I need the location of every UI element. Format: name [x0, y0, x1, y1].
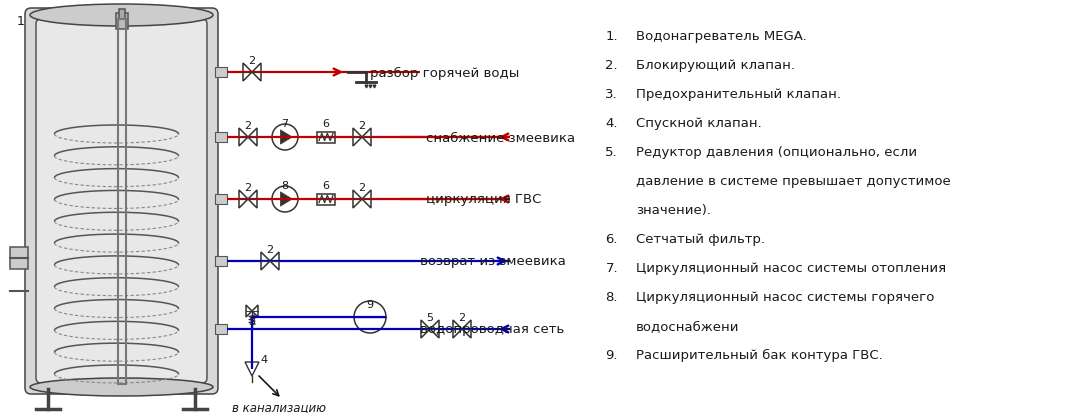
- Polygon shape: [246, 305, 252, 317]
- Text: 8: 8: [282, 180, 288, 190]
- Text: Циркуляционный насос системы отопления: Циркуляционный насос системы отопления: [636, 261, 947, 274]
- Text: возврат из змеевика: возврат из змеевика: [420, 255, 566, 268]
- Polygon shape: [353, 190, 362, 209]
- Polygon shape: [353, 129, 362, 147]
- Polygon shape: [243, 64, 252, 82]
- Polygon shape: [239, 129, 248, 147]
- Circle shape: [354, 301, 386, 333]
- Text: 2: 2: [245, 183, 251, 192]
- Bar: [119, 10, 124, 20]
- Bar: [215, 256, 227, 266]
- Text: 4: 4: [260, 354, 268, 364]
- Polygon shape: [281, 192, 293, 206]
- Ellipse shape: [30, 5, 213, 27]
- Circle shape: [272, 125, 298, 151]
- Text: 2: 2: [245, 121, 251, 131]
- Text: Редуктор давления (опционально, если: Редуктор давления (опционально, если: [636, 146, 917, 159]
- Polygon shape: [281, 131, 293, 145]
- Text: водопроводная сеть: водопроводная сеть: [420, 323, 565, 336]
- Bar: [10, 247, 28, 269]
- Polygon shape: [362, 190, 371, 209]
- Text: 1.: 1.: [605, 30, 618, 43]
- Bar: [215, 68, 227, 78]
- Bar: [115, 14, 127, 30]
- Bar: [215, 195, 227, 204]
- Text: 6: 6: [322, 119, 330, 129]
- Text: 7.: 7.: [605, 261, 618, 274]
- Polygon shape: [261, 252, 270, 271]
- Text: 2: 2: [358, 183, 366, 192]
- Text: 8.: 8.: [606, 290, 618, 303]
- Text: Блокирующий клапан.: Блокирующий клапан.: [636, 59, 795, 72]
- Text: 2.: 2.: [605, 59, 618, 72]
- Text: 9.: 9.: [606, 348, 618, 361]
- Polygon shape: [362, 129, 371, 147]
- Circle shape: [272, 187, 298, 212]
- Text: значение).: значение).: [636, 204, 710, 216]
- Polygon shape: [239, 190, 248, 209]
- Text: 6.: 6.: [606, 233, 618, 245]
- Polygon shape: [252, 64, 261, 82]
- Text: 2: 2: [248, 56, 256, 66]
- Text: Циркуляционный насос системы горячего: Циркуляционный насос системы горячего: [636, 290, 935, 303]
- Text: 6: 6: [322, 180, 330, 190]
- Text: 2: 2: [458, 312, 466, 322]
- Text: Водонагреватель MEGA.: Водонагреватель MEGA.: [636, 30, 806, 43]
- Text: 4.: 4.: [606, 117, 618, 130]
- Polygon shape: [248, 129, 257, 147]
- Text: разбор горячей воды: разбор горячей воды: [370, 66, 519, 79]
- Text: Спускной клапан.: Спускной клапан.: [636, 117, 762, 130]
- Text: Сетчатый фильтр.: Сетчатый фильтр.: [636, 233, 765, 245]
- Text: 5.: 5.: [605, 146, 618, 159]
- Text: 2: 2: [267, 244, 273, 254]
- Bar: [215, 324, 227, 334]
- Polygon shape: [252, 305, 258, 317]
- Bar: [215, 133, 227, 142]
- Polygon shape: [453, 320, 462, 338]
- Polygon shape: [462, 320, 471, 338]
- Polygon shape: [245, 362, 259, 376]
- Text: 1: 1: [17, 15, 25, 28]
- Text: 3.: 3.: [605, 88, 618, 101]
- Text: снабжение змеевика: снабжение змеевика: [426, 131, 576, 144]
- Text: Предохранительный клапан.: Предохранительный клапан.: [636, 88, 841, 101]
- Text: 2: 2: [358, 121, 366, 131]
- FancyBboxPatch shape: [36, 20, 207, 383]
- Text: давление в системе превышает допустимое: давление в системе превышает допустимое: [636, 175, 951, 188]
- Bar: [317, 194, 335, 205]
- FancyBboxPatch shape: [25, 9, 218, 394]
- Text: 3: 3: [248, 316, 256, 326]
- Text: 9: 9: [367, 299, 373, 309]
- Text: Расширительный бак контура ГВС.: Расширительный бак контура ГВС.: [636, 348, 882, 361]
- Ellipse shape: [30, 378, 213, 396]
- Text: в канализацию: в канализацию: [232, 401, 326, 413]
- Polygon shape: [270, 252, 279, 271]
- Text: 7: 7: [282, 119, 288, 129]
- Bar: [317, 132, 335, 143]
- Polygon shape: [421, 320, 430, 338]
- Text: водоснабжени: водоснабжени: [636, 319, 740, 332]
- Text: 5: 5: [426, 312, 433, 322]
- Text: циркуляция ГВС: циркуляция ГВС: [426, 193, 542, 206]
- Polygon shape: [430, 320, 438, 338]
- Polygon shape: [248, 190, 257, 209]
